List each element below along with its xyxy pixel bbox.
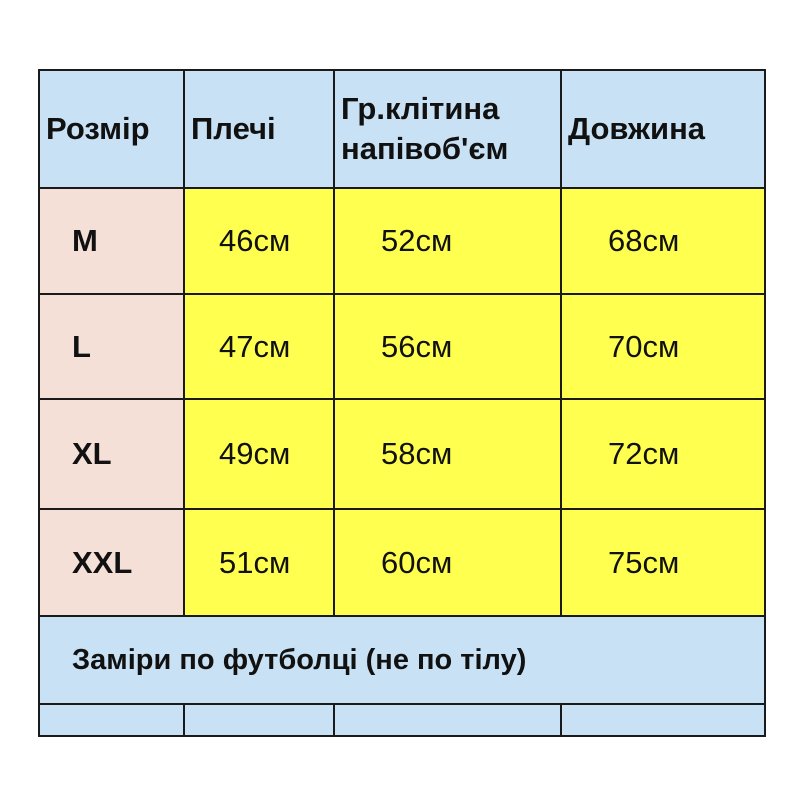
empty-cell <box>183 703 335 737</box>
measurement-note: Заміри по футболці (не по тілу) <box>38 615 766 705</box>
table-cell-chest: 60см <box>333 508 562 617</box>
header-length-text: Довжина <box>568 111 706 146</box>
table-cell-length: 70см <box>560 293 766 400</box>
table-cell-shoulders: 46см <box>183 187 335 295</box>
table-cell-shoulders: 51см <box>183 508 335 617</box>
table-cell-length: 75см <box>560 508 766 617</box>
table-cell-chest: 58см <box>333 398 562 510</box>
table-cell-size-text: M <box>72 223 98 258</box>
table-cell-size: XXL <box>38 508 185 617</box>
table-cell-chest-text: 56см <box>381 328 453 364</box>
header-shoulders-text: Плечі <box>191 111 276 146</box>
empty-cell <box>560 703 766 737</box>
table-cell-shoulders-text: 49см <box>219 436 291 471</box>
table-cell-length: 68см <box>560 187 766 295</box>
measurement-note-text: Заміри по футболці (не по тілу) <box>72 643 527 676</box>
table-cell-size-text: XL <box>72 436 112 471</box>
header-size-text: Розмір <box>46 111 150 146</box>
table-cell-length-text: 75см <box>608 544 680 580</box>
empty-cell <box>38 703 185 737</box>
table-cell-chest-text: 60см <box>381 544 453 580</box>
table-cell-chest-text: 58см <box>381 436 453 471</box>
table-cell-size-text: L <box>72 328 91 364</box>
table-cell-shoulders-text: 46см <box>219 223 291 258</box>
header-chest-text: Гр.клітина напівоб'єм <box>341 91 509 166</box>
header-length: Довжина <box>560 69 766 189</box>
table-cell-shoulders: 49см <box>183 398 335 510</box>
table-cell-chest-text: 52см <box>381 223 453 258</box>
table-cell-length-text: 72см <box>608 436 680 471</box>
table-cell-shoulders-text: 47см <box>219 328 291 364</box>
table-cell-size: M <box>38 187 185 295</box>
table-cell-size-text: XXL <box>72 544 133 580</box>
table-cell-shoulders-text: 51см <box>219 544 291 580</box>
table-cell-size: XL <box>38 398 185 510</box>
table-cell-shoulders: 47см <box>183 293 335 400</box>
header-size: Розмір <box>38 69 185 189</box>
table-cell-length-text: 70см <box>608 328 680 364</box>
table-cell-chest: 56см <box>333 293 562 400</box>
table-cell-size: L <box>38 293 185 400</box>
empty-cell <box>333 703 562 737</box>
table-cell-length-text: 68см <box>608 223 680 258</box>
table-cell-length: 72см <box>560 398 766 510</box>
header-shoulders: Плечі <box>183 69 335 189</box>
table-cell-chest: 52см <box>333 187 562 295</box>
header-chest: Гр.клітина напівоб'єм <box>333 69 562 189</box>
